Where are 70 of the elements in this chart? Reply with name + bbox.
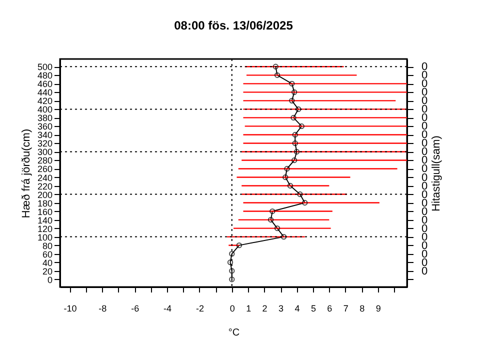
category-label: 0 [422, 265, 428, 278]
y-tick-label: 260 [37, 164, 52, 174]
x-tick-label: 3 [278, 304, 284, 314]
x-tick-label: 0 [230, 304, 235, 314]
x-tick-label: -2 [196, 304, 204, 314]
y-tick-label: 280 [37, 156, 52, 166]
y-axis-title: Hæð frá jörðu(cm) [20, 128, 32, 218]
point [229, 250, 235, 257]
point [227, 259, 234, 266]
y-tick-label: 60 [42, 249, 52, 260]
point [296, 106, 302, 112]
y-tick-label: 480 [37, 70, 52, 81]
y2-axis-title: Hitastigull(sam) [430, 136, 443, 212]
x-tick-label: 6 [327, 304, 332, 314]
point [298, 123, 304, 130]
point [289, 80, 295, 87]
point [302, 200, 308, 206]
x-tick-label: 4 [294, 304, 300, 314]
point [292, 140, 298, 146]
x-tick-label: -4 [164, 304, 172, 314]
point [274, 72, 280, 78]
point [274, 225, 280, 232]
y-tick-label: 40 [42, 258, 52, 268]
y-tick-label: 100 [37, 232, 52, 242]
y-tick-label: 440 [37, 88, 52, 98]
point [236, 242, 242, 248]
y-tick-label: 80 [42, 240, 52, 251]
point [289, 98, 295, 104]
y-tick-label: 420 [37, 96, 52, 106]
x-tick-label: 9 [376, 304, 381, 314]
y-tick-label: 240 [37, 172, 52, 183]
y-tick-label: 140 [37, 215, 52, 226]
point [291, 157, 298, 164]
x-tick-label: 1 [246, 304, 252, 314]
point [290, 114, 296, 121]
point [291, 89, 298, 96]
point [294, 148, 300, 155]
x-tick-label: -8 [98, 304, 107, 314]
point [280, 234, 287, 240]
x-tick-label: -10 [64, 304, 77, 314]
y-tick-label: 380 [37, 113, 52, 124]
y-tick-label: 220 [37, 181, 52, 192]
x-tick-label: -6 [131, 304, 140, 314]
x-tick-label: 5 [310, 304, 316, 314]
y-tick-label: 340 [37, 130, 52, 140]
y-tick-label: 200 [37, 190, 52, 200]
point [282, 174, 288, 180]
y-tick-label: 120 [37, 224, 52, 234]
point [297, 191, 303, 198]
y-tick-label: 0 [47, 274, 52, 285]
x-tick-label: 2 [262, 304, 268, 314]
y-tick-label: 400 [37, 104, 52, 115]
y-tick-label: 20 [42, 266, 52, 276]
chart-title: 08:00 fös. 13/06/2025 [174, 18, 294, 32]
point [270, 208, 276, 214]
y-tick-label: 460 [37, 79, 52, 90]
point [292, 132, 298, 138]
point [284, 166, 290, 172]
y-tick-label: 320 [37, 138, 52, 149]
y-tick-label: 500 [37, 62, 52, 72]
point [268, 216, 274, 223]
point [229, 268, 235, 274]
y-tick-label: 160 [37, 206, 52, 217]
x-tick-label: 8 [360, 304, 365, 314]
point [287, 182, 294, 189]
x-tick-label: 7 [343, 304, 348, 314]
y-tick-label: 300 [37, 147, 52, 158]
y-tick-label: 180 [37, 198, 52, 208]
x-axis-title: °C [228, 328, 240, 338]
y-tick-label: 360 [37, 122, 52, 132]
